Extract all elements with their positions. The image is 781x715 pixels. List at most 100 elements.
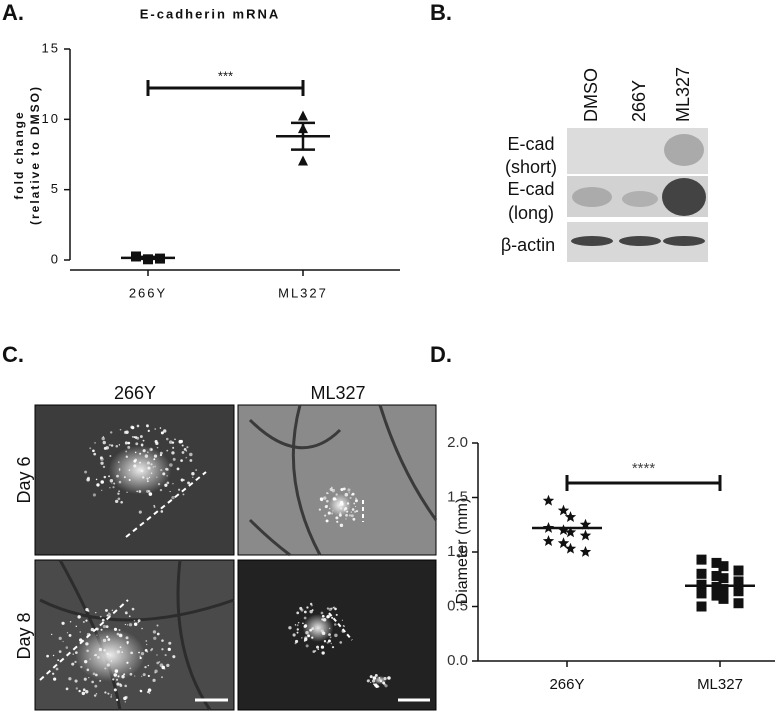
cell-speck [172, 482, 174, 485]
cell-speck [65, 646, 69, 649]
data-point [696, 568, 707, 579]
cell-speck [98, 647, 103, 652]
cell-speck [120, 500, 123, 504]
cell-speck [79, 631, 82, 633]
cell-speck [294, 624, 297, 626]
cell-speck [75, 625, 77, 628]
cell-speck [159, 488, 163, 492]
cell-speck [347, 488, 351, 492]
cell-speck [131, 435, 134, 438]
cell-speck [99, 679, 102, 682]
cell-speck [326, 607, 330, 610]
data-point [579, 518, 592, 530]
cell-speck [176, 467, 180, 471]
cell-speck [106, 652, 109, 655]
cell-speck [91, 680, 94, 684]
band [622, 191, 658, 207]
cell-speck [339, 512, 342, 515]
cell-speck [309, 609, 313, 614]
cell-speck [354, 505, 357, 508]
cell-speck [330, 642, 332, 645]
cell-speck [85, 642, 89, 646]
cell-speck [189, 459, 193, 462]
cell-speck [371, 679, 376, 683]
cell-speck [147, 664, 149, 667]
cell-speck [350, 493, 353, 496]
cell-speck [84, 470, 88, 474]
cell-speck [127, 445, 131, 449]
cell-speck [89, 447, 92, 450]
cell-speck [154, 428, 156, 430]
cell-speck [142, 439, 145, 442]
cell-speck [354, 499, 358, 503]
cell-speck [46, 654, 49, 658]
cell-speck [130, 651, 133, 655]
cell-speck [162, 472, 166, 476]
cell-speck [322, 618, 327, 622]
cell-speck [107, 692, 110, 695]
cell-speck [185, 450, 188, 452]
cell-speck [166, 663, 170, 668]
cell-speck [329, 636, 332, 639]
cell-speck [161, 639, 164, 642]
cell-speck [85, 619, 88, 622]
cell-speck [74, 660, 77, 664]
cell-speck [156, 632, 160, 636]
cell-speck [109, 455, 112, 458]
cell-speck [294, 642, 297, 645]
cell-speck [114, 669, 119, 673]
cell-speck [94, 653, 97, 657]
cell-speck [99, 615, 102, 618]
cell-speck [142, 673, 146, 677]
data-point [564, 511, 577, 522]
cell-speck [125, 612, 128, 615]
cell-speck [156, 624, 159, 627]
cell-speck [110, 660, 113, 662]
cell-speck [62, 640, 64, 643]
cell-speck [321, 614, 325, 618]
cell-speck [118, 468, 121, 470]
cell-speck [58, 650, 62, 653]
cell-speck [142, 449, 146, 453]
cell-speck [93, 452, 97, 456]
measure-line [39, 599, 129, 681]
cell-speck [296, 628, 299, 631]
cell-speck [119, 684, 123, 687]
cell-speck [172, 457, 176, 461]
cell-speck [319, 497, 324, 501]
cell-speck [318, 508, 322, 511]
cell-speck [86, 649, 89, 653]
cell-speck [307, 634, 311, 638]
cell-speck [183, 448, 187, 451]
cell-speck [303, 610, 307, 614]
cell-speck [334, 607, 337, 611]
cell-speck [53, 677, 57, 681]
cell-speck [146, 477, 149, 480]
cell-speck [180, 478, 184, 482]
cell-speck [178, 439, 183, 444]
cell-speck [124, 441, 128, 445]
cell-speck [330, 607, 333, 610]
cell-speck [148, 492, 153, 496]
cell-speck [370, 681, 372, 684]
y-tick-label: 1.0 [447, 543, 468, 560]
cell-speck [299, 606, 303, 610]
cell-speck [118, 480, 122, 484]
cell-speck [164, 483, 168, 487]
x-tick-label: 266Y [129, 285, 167, 300]
cell-speck [124, 701, 127, 703]
cell-speck [354, 510, 357, 513]
cell-speck [138, 490, 142, 493]
cell-speck [328, 507, 331, 510]
cell-speck [139, 461, 142, 464]
cell-speck [327, 511, 331, 515]
cell-speck [330, 512, 334, 515]
cell-speck [123, 673, 126, 676]
cell-speck [108, 612, 110, 614]
row-label: E-cad [507, 134, 554, 154]
cell-speck [192, 476, 194, 479]
cell-speck [125, 636, 129, 640]
cell-speck [137, 621, 139, 624]
cell-speck [88, 676, 90, 679]
cell-speck [127, 441, 131, 445]
